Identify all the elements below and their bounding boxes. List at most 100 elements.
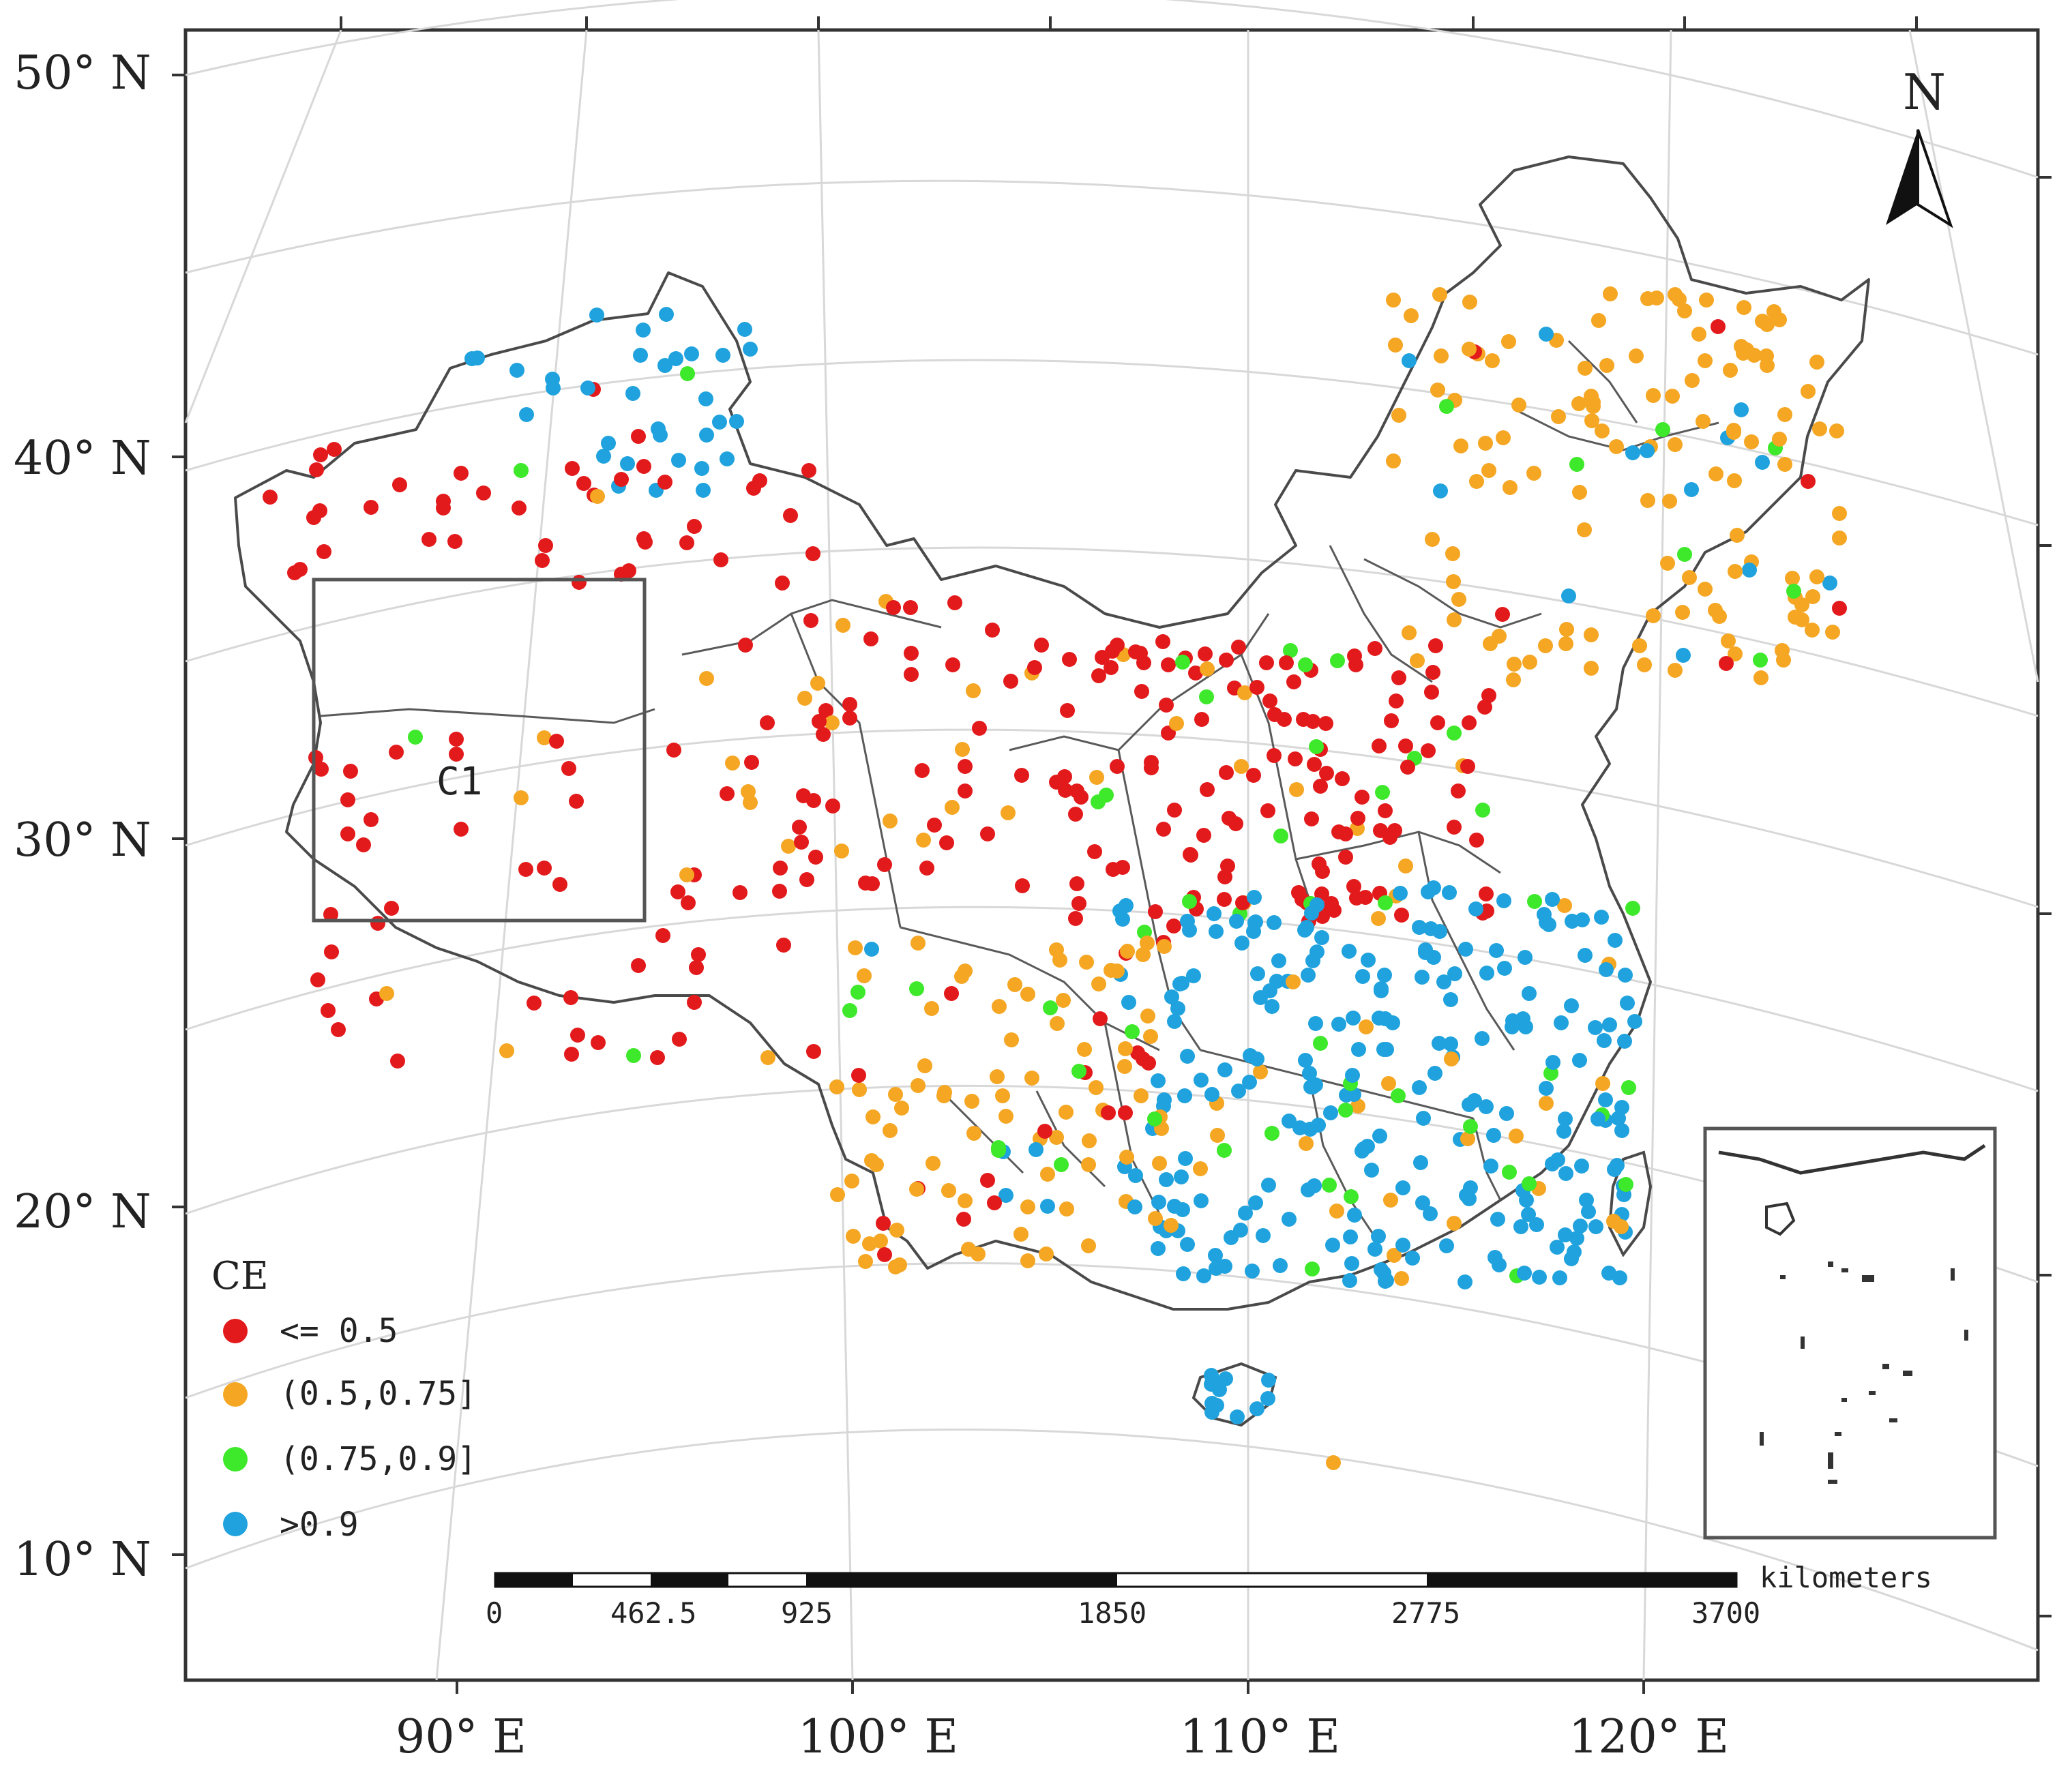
station-point-southwest [876, 1216, 891, 1231]
station-point-southwest [1119, 1150, 1134, 1165]
station-point-qinghai [679, 867, 694, 882]
station-point-southwest [1118, 1041, 1133, 1056]
station-point-northeast [1719, 656, 1734, 671]
station-point-southeast [1355, 969, 1370, 984]
station-point-southeast [1575, 912, 1590, 927]
station-point-southeast [1342, 1273, 1357, 1288]
station-point-central_north [1375, 785, 1390, 800]
station-point-qinghai [825, 798, 840, 813]
station-point-southeast [1325, 1238, 1340, 1253]
station-point-northeast [1776, 653, 1791, 668]
station-point-central_north [1469, 833, 1484, 848]
station-point-xinjiang_north [668, 351, 683, 366]
station-point-central_north [1330, 653, 1345, 668]
station-point-southeast [1217, 1143, 1232, 1158]
station-point-southwest [877, 1247, 892, 1262]
station-point-xinjiang_south [316, 544, 331, 559]
station-point-central_north [1071, 896, 1086, 911]
station-point-southeast [1209, 1261, 1224, 1276]
station-point-southeast [1463, 1119, 1478, 1134]
station-point-southeast [1253, 990, 1268, 1005]
station-point-tibet [564, 1047, 579, 1062]
station-point-qinghai [760, 715, 775, 730]
station-point-northeast [1446, 574, 1461, 589]
station-point-xinjiang_north [729, 414, 744, 429]
station-point-northeast [1609, 439, 1624, 454]
station-point-southeast [1617, 1034, 1632, 1049]
station-point-northeast [1786, 584, 1801, 599]
station-point-central_north [1451, 783, 1466, 798]
station-point-tibet [650, 1050, 665, 1065]
station-point-southeast [1564, 998, 1579, 1013]
station-point-central_north [1291, 885, 1306, 900]
station-point-northeast [1665, 389, 1680, 404]
station-point-southeast [1618, 1177, 1633, 1192]
station-point-northeast [1451, 592, 1466, 607]
station-point-xinjiang_north [715, 348, 730, 363]
station-point-central_north [1156, 822, 1171, 837]
south-china-sea-inset [1703, 1126, 1997, 1540]
station-point-southeast [1572, 1053, 1587, 1068]
station-point-southeast [1344, 1189, 1359, 1204]
north-arrow: N [1886, 63, 1953, 228]
station-point-central_north [1057, 769, 1072, 784]
station-point-southwest [1081, 1238, 1096, 1253]
station-point-qinghai [794, 835, 809, 850]
station-point-xinjiang_north [631, 429, 646, 444]
station-point-southeast [1597, 1033, 1612, 1048]
station-point-xinjiang_north [743, 342, 758, 357]
station-point-xinjiang_south [713, 552, 728, 567]
station-point-northeast [1434, 348, 1449, 363]
station-point-xinjiang_north [580, 380, 595, 395]
station-point-northeast [1481, 463, 1496, 478]
station-point-northeast [1676, 648, 1691, 663]
station-point-central_north [1089, 770, 1104, 785]
station-point-southeast [1527, 894, 1542, 909]
station-point-tibet [324, 944, 339, 959]
station-point-central_north [1279, 655, 1294, 670]
station-point-northeast [1805, 589, 1820, 604]
station-point-southwest [1082, 1133, 1097, 1148]
station-point-northeast [1730, 528, 1745, 543]
station-point-southwest [889, 1223, 904, 1238]
station-point-northeast [1432, 287, 1447, 302]
station-point-central_north [1424, 685, 1439, 700]
lat-label-40: 40° N [14, 432, 151, 486]
station-point-tibet [323, 907, 338, 922]
station-point-southwest [1148, 1211, 1163, 1226]
station-point-xisha [1326, 1455, 1341, 1470]
station-point-central_north [1277, 712, 1292, 727]
station-point-northeast [1495, 607, 1510, 622]
station-point-southwest [956, 1212, 971, 1227]
station-point-southeast [1350, 1099, 1365, 1114]
station-point-northeast [1728, 646, 1743, 661]
station-point-southeast [1558, 1166, 1573, 1181]
station-point-southeast [1599, 962, 1614, 977]
station-point-northeast [1388, 338, 1403, 353]
station-point-tibet [681, 895, 696, 910]
station-point-southeast [1329, 1204, 1344, 1219]
station-point-southeast [1413, 1155, 1428, 1170]
station-point-northeast [1386, 453, 1401, 468]
station-point-northeast [1591, 313, 1606, 328]
station-point-central_north [1288, 751, 1303, 766]
station-point-central_north [1477, 700, 1492, 715]
station-point-northeast [1698, 353, 1713, 368]
station-point-tibet [514, 790, 529, 805]
station-point-central_north [1324, 896, 1339, 911]
station-point-central_north [1338, 850, 1353, 865]
legend-swatch-top [223, 1512, 248, 1536]
station-point-southwest [966, 1126, 981, 1141]
station-point-tibet [537, 730, 552, 745]
station-point-qinghai [947, 595, 962, 610]
station-point-central_north [1249, 680, 1264, 695]
station-point-southeast [1595, 1076, 1610, 1091]
station-point-northeast [1809, 569, 1824, 584]
station-point-southeast [1394, 1271, 1409, 1286]
station-point-southeast [1427, 1066, 1442, 1081]
station-point-southwest [909, 1182, 924, 1197]
station-point-xinjiang_north [671, 453, 686, 468]
station-point-tibet [499, 1043, 514, 1058]
scale-tick-2: 925 [781, 1596, 833, 1630]
station-point-southeast [1264, 1126, 1279, 1141]
